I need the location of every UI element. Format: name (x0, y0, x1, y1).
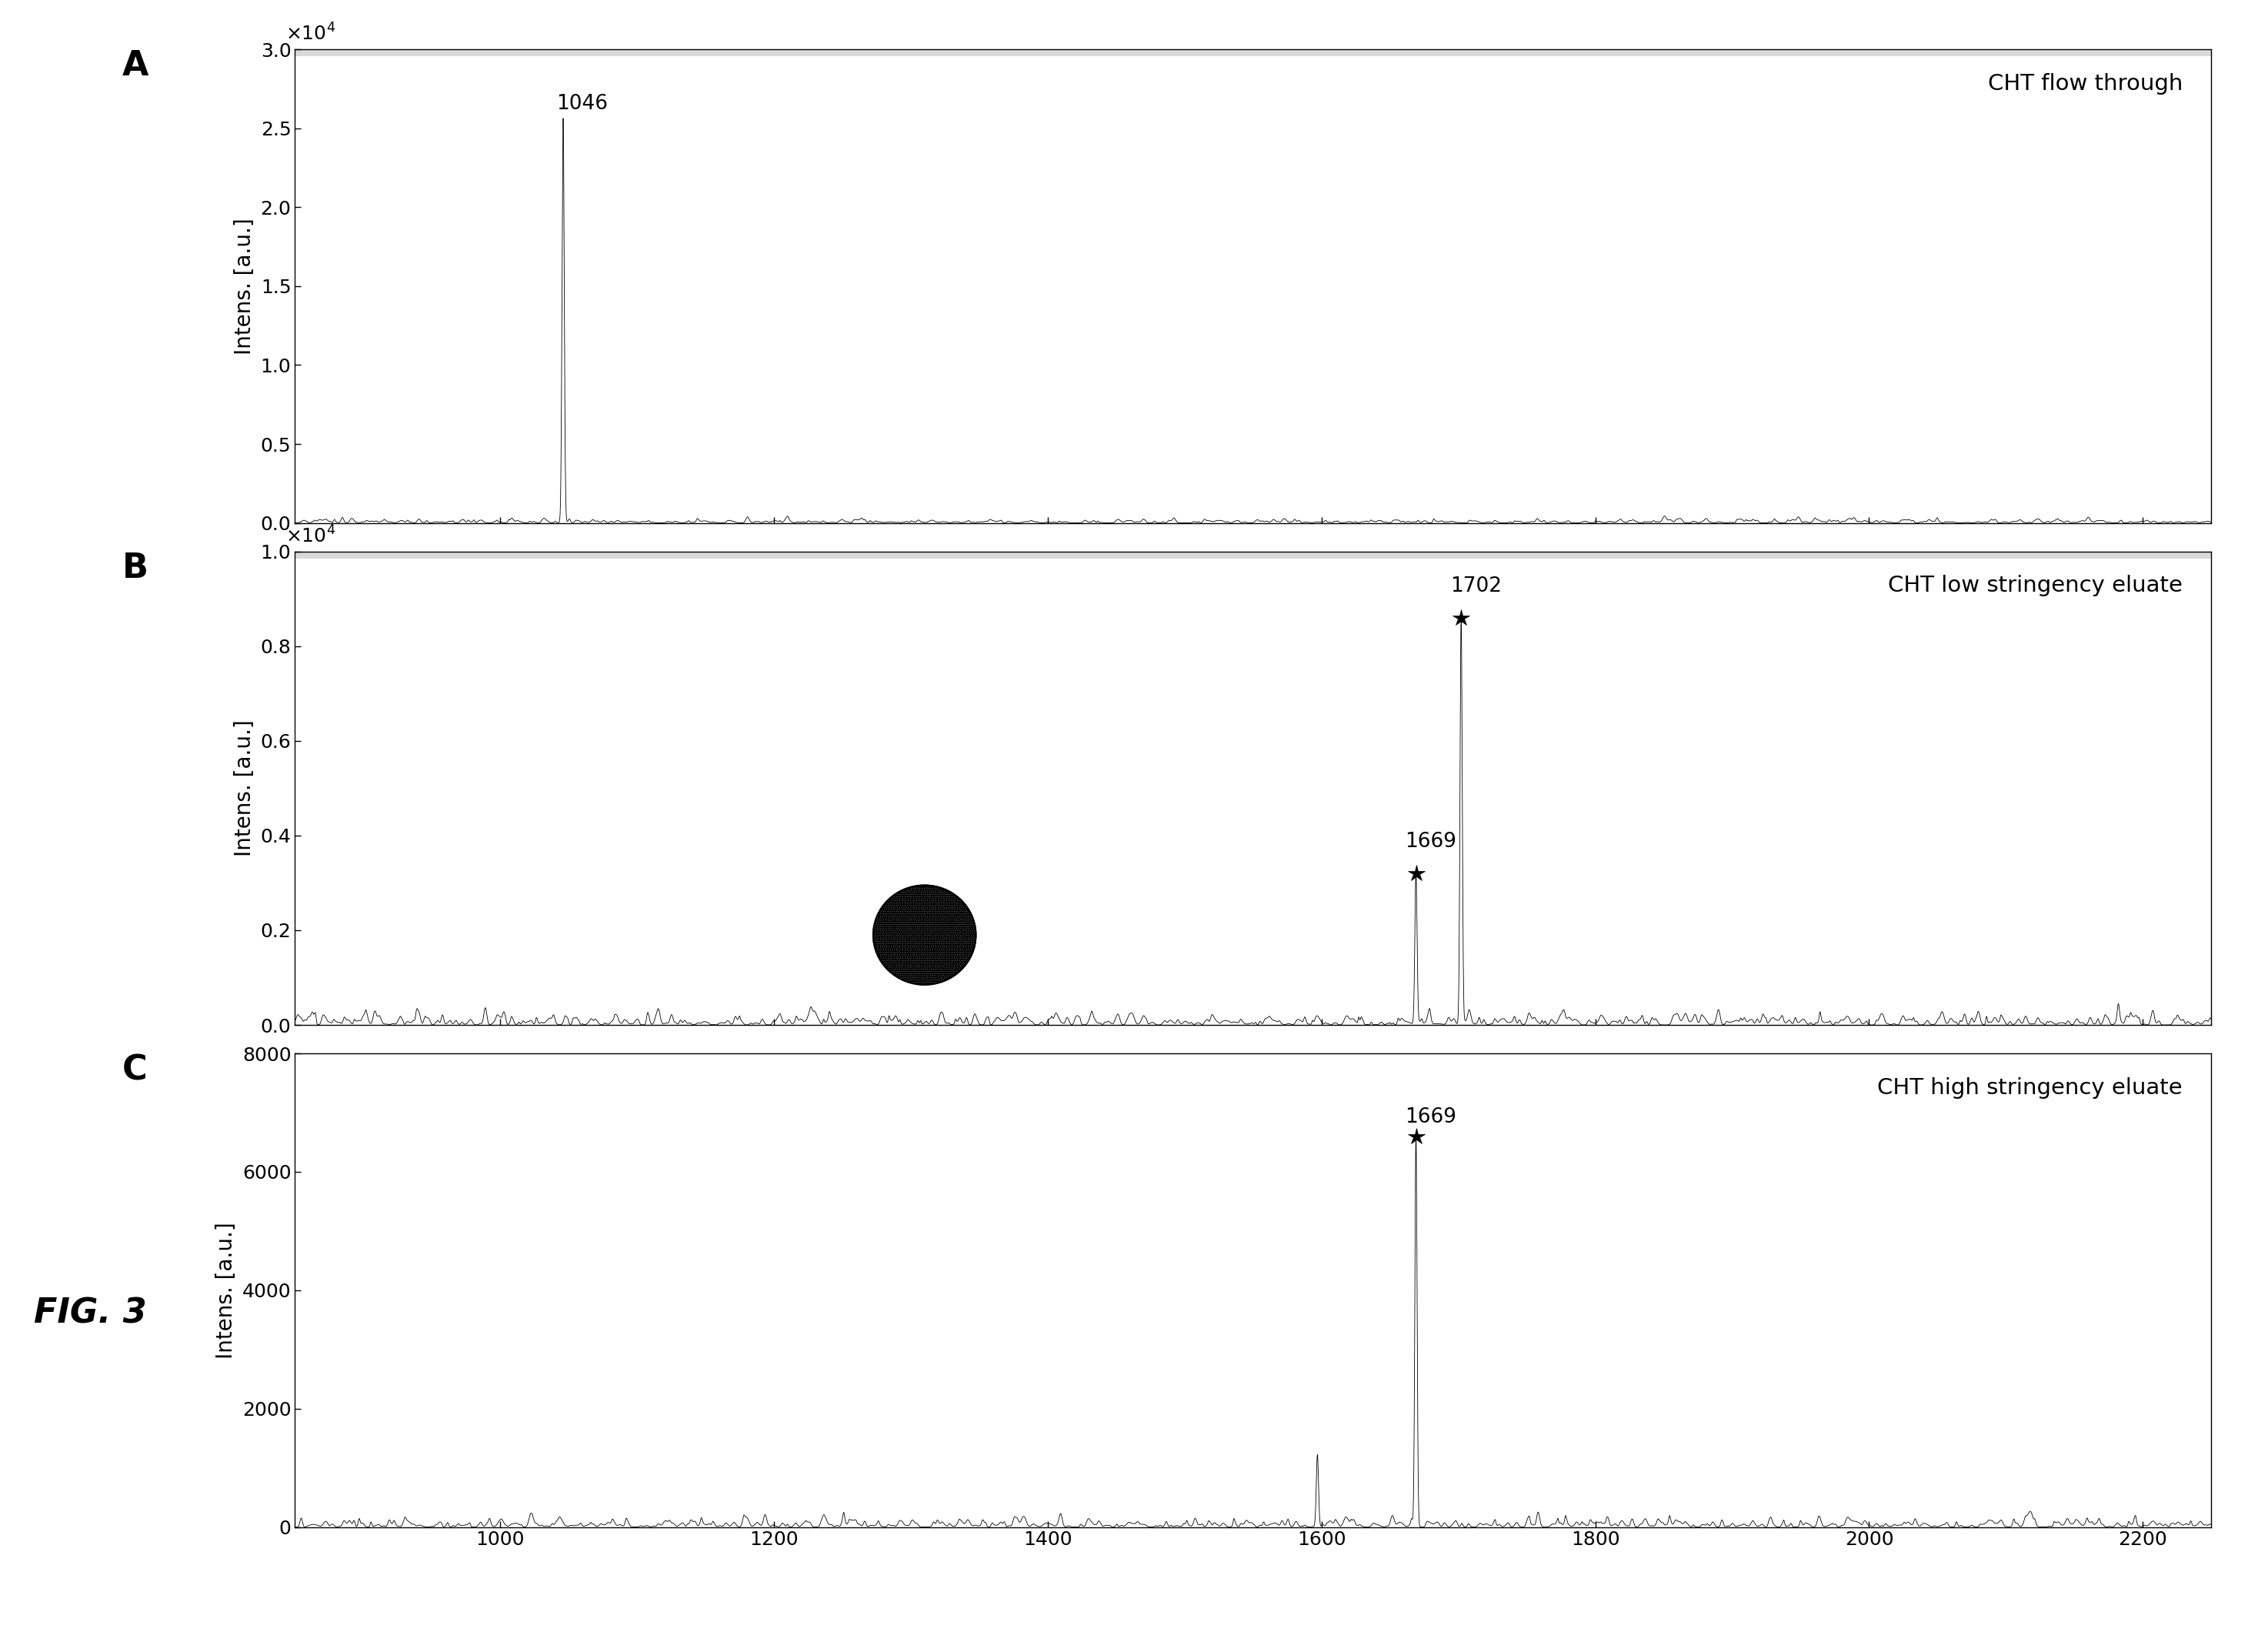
Text: $\times$10$^{4}$: $\times$10$^{4}$ (286, 525, 336, 547)
Text: CHT high stringency eluate: CHT high stringency eluate (1878, 1077, 2182, 1098)
Text: 1669: 1669 (1404, 832, 1456, 852)
Bar (295, 552, 2211, 558)
Y-axis label: Intens. [a.u.]: Intens. [a.u.] (215, 1222, 236, 1358)
Text: 1702: 1702 (1449, 576, 1501, 596)
Text: $\times$10$^{4}$: $\times$10$^{4}$ (286, 23, 336, 44)
Text: CHT low stringency eluate: CHT low stringency eluate (1887, 575, 2182, 596)
Y-axis label: Intens. [a.u.]: Intens. [a.u.] (234, 719, 254, 857)
Text: A: A (122, 49, 150, 82)
Text: FIG. 3: FIG. 3 (34, 1297, 147, 1330)
Bar (295, 49, 2211, 56)
Text: 1046: 1046 (556, 94, 608, 113)
Text: 1669: 1669 (1404, 1107, 1456, 1128)
Y-axis label: Intens. [a.u.]: Intens. [a.u.] (234, 218, 254, 355)
Ellipse shape (873, 885, 975, 985)
Text: B: B (122, 552, 147, 585)
Text: CHT flow through: CHT flow through (1987, 72, 2182, 95)
Text: C: C (122, 1054, 147, 1087)
